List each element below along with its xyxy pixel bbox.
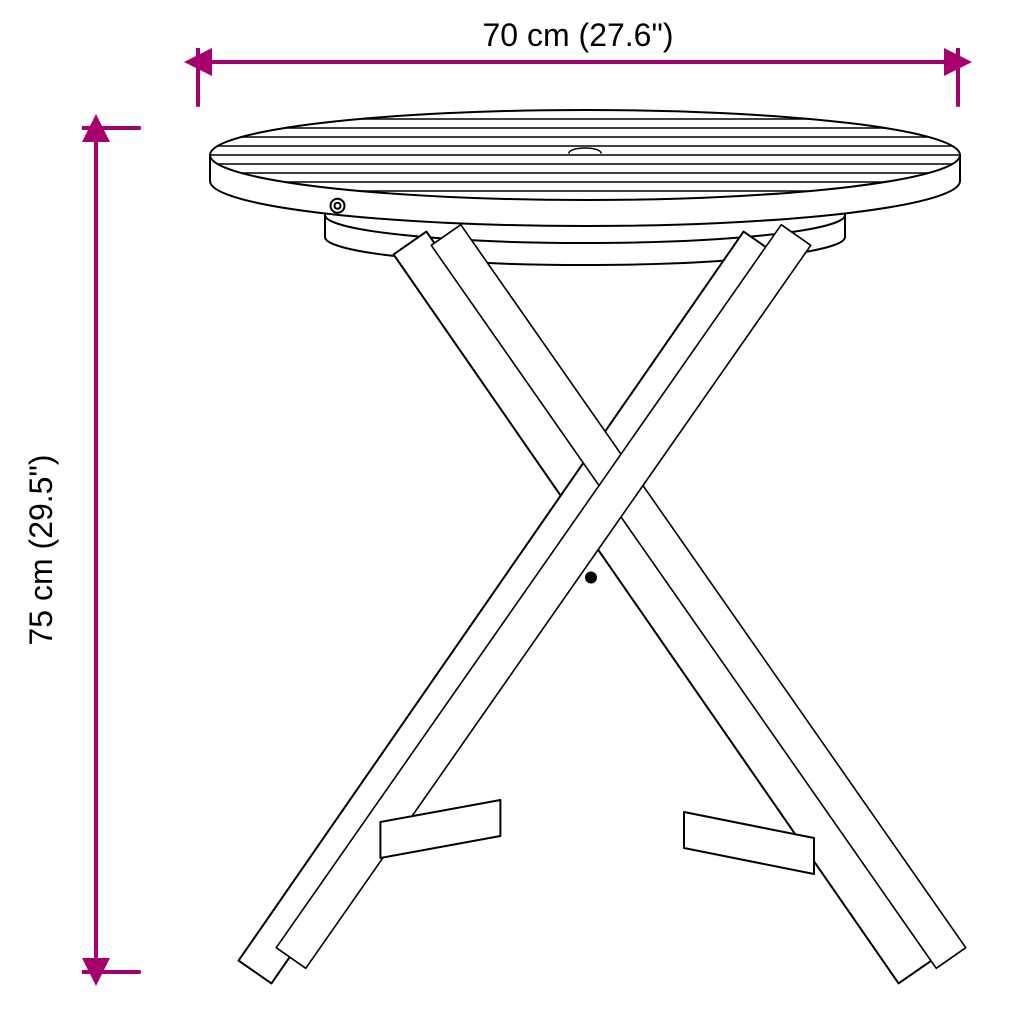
width-dimension-label: 70 cm (27.6") bbox=[483, 17, 674, 53]
height-dimension-label: 75 cm (29.5") bbox=[23, 455, 59, 646]
